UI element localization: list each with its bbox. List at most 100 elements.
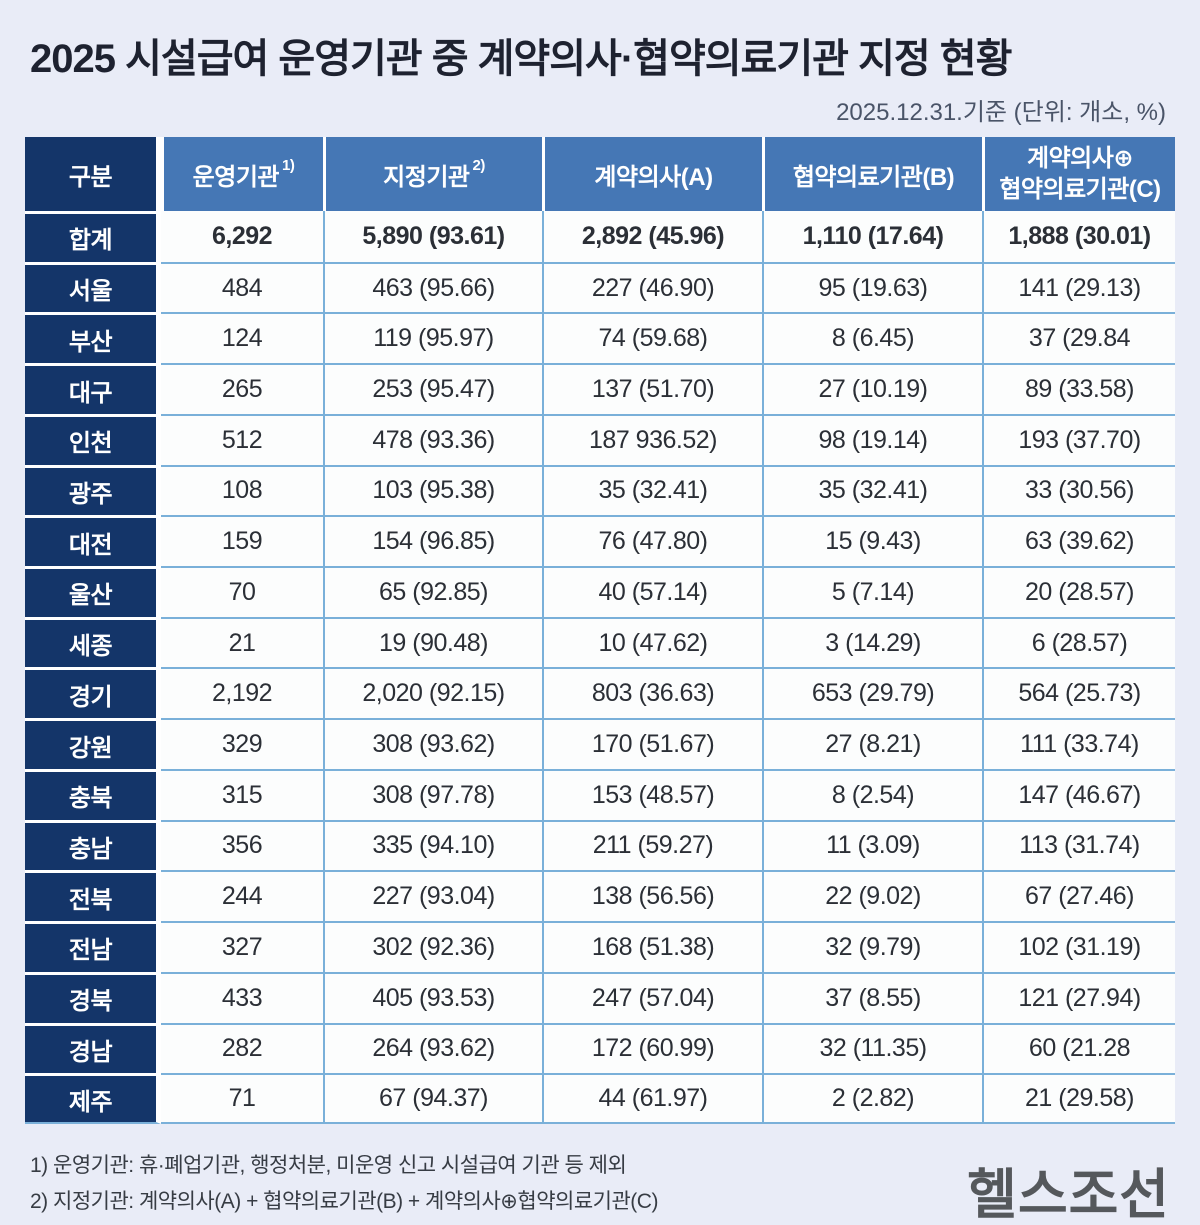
footnote-marker-1: 1) — [281, 156, 295, 174]
data-cell: 1,110 (17.64) — [762, 211, 982, 262]
data-cell: 60 (21.28 — [982, 1022, 1175, 1074]
data-cell: 6 (28.57) — [982, 616, 1175, 668]
data-cell: 103 (95.38) — [323, 464, 542, 516]
row-header-region: 충남 — [25, 819, 161, 871]
data-cell: 2,192 — [161, 667, 323, 719]
row-header-region: 경기 — [25, 667, 161, 719]
footnote-1: 1) 운영기관: 휴·폐업기관, 행정처분, 미운영 신고 시설급여 기관 등 … — [30, 1154, 627, 1177]
health-chosun-logo: 헬스조선 — [967, 1165, 1170, 1225]
two-line-header: 계약의사⊕ 협약의료기관(C) — [999, 143, 1161, 205]
data-cell: 5 (7.14) — [762, 566, 982, 617]
header-label: 운영기관 — [192, 163, 280, 191]
data-cell: 22 (9.02) — [762, 870, 982, 922]
data-cell: 33 (30.56) — [982, 464, 1175, 516]
data-cell: 1,888 (30.01) — [982, 211, 1175, 262]
data-cell: 10 (47.62) — [542, 616, 762, 668]
as-of-and-unit-caption: 2025.12.31.기준 (단위: 개소, %) — [836, 99, 1166, 126]
data-cell: 98 (19.14) — [762, 413, 982, 465]
data-cell: 193 (37.70) — [982, 413, 1175, 465]
data-cell: 76 (47.80) — [542, 515, 762, 567]
data-cell: 11 (3.09) — [762, 819, 982, 871]
row-header-region: 경남 — [25, 1022, 161, 1074]
data-cell: 21 — [161, 616, 323, 668]
data-cell: 803 (36.63) — [542, 667, 762, 719]
data-cell: 187 936.52) — [542, 413, 762, 465]
data-cell: 405 (93.53) — [323, 971, 542, 1023]
data-cell: 168 (51.38) — [542, 921, 762, 972]
data-cell: 32 (11.35) — [762, 1022, 982, 1074]
data-cell: 327 — [161, 921, 323, 972]
footnotes: 1) 운영기관: 휴·폐업기관, 행정처분, 미운영 신고 시설급여 기관 등 … — [30, 1148, 658, 1220]
data-cell: 40 (57.14) — [542, 566, 762, 617]
data-cell: 70 — [161, 566, 323, 617]
data-cell: 138 (56.56) — [542, 870, 762, 922]
data-cell: 247 (57.04) — [542, 971, 762, 1023]
data-cell: 19 (90.48) — [323, 616, 542, 668]
data-cell: 141 (29.13) — [982, 261, 1175, 313]
data-cell: 21 (29.58) — [982, 1073, 1175, 1124]
data-cell: 74 (59.68) — [542, 312, 762, 364]
data-cell: 119 (95.97) — [323, 312, 542, 364]
data-cell: 159 — [161, 515, 323, 567]
data-cell: 211 (59.27) — [542, 819, 762, 871]
data-cell: 308 (97.78) — [323, 768, 542, 820]
data-cell: 95 (19.63) — [762, 261, 982, 313]
data-cell: 170 (51.67) — [542, 718, 762, 769]
data-cell: 172 (60.99) — [542, 1022, 762, 1074]
data-cell: 6,292 — [161, 211, 323, 262]
data-cell: 227 (46.90) — [542, 261, 762, 313]
header-cell-contract-plus-agreement: 계약의사⊕ 협약의료기관(C) — [982, 137, 1175, 211]
data-cell: 484 — [161, 261, 323, 313]
data-cell: 32 (9.79) — [762, 921, 982, 972]
header-cell-agreement-medical-org: 협약의료기관(B) — [762, 137, 982, 211]
data-cell: 244 — [161, 870, 323, 922]
data-cell: 512 — [161, 413, 323, 465]
header-label: 협약의료기관(B) — [792, 163, 955, 191]
data-cell: 308 (93.62) — [323, 718, 542, 769]
header-cell-operating-institutions: 운영기관 1) — [161, 137, 323, 211]
data-cell: 35 (32.41) — [542, 464, 762, 516]
data-cell: 315 — [161, 768, 323, 820]
data-cell: 20 (28.57) — [982, 566, 1175, 617]
data-cell: 463 (95.66) — [323, 261, 542, 313]
data-cell: 154 (96.85) — [323, 515, 542, 567]
row-header-region: 광주 — [25, 464, 161, 516]
data-cell: 44 (61.97) — [542, 1073, 762, 1124]
data-cell: 71 — [161, 1073, 323, 1124]
row-header-region: 충북 — [25, 768, 161, 820]
row-header-region: 대구 — [25, 363, 161, 414]
data-cell: 8 (6.45) — [762, 312, 982, 364]
data-cell: 137 (51.70) — [542, 363, 762, 414]
data-cell: 37 (29.84 — [982, 312, 1175, 364]
data-cell: 253 (95.47) — [323, 363, 542, 414]
header-cell-designated-institutions: 지정기관 2) — [323, 137, 542, 211]
data-cell: 15 (9.43) — [762, 515, 982, 567]
data-cell: 111 (33.74) — [982, 718, 1175, 769]
statistics-table: 구분 운영기관 1) 지정기관 2) 계약의사(A) 협약의료기관(B) 계약의사⊕… — [25, 137, 1175, 1124]
header-label: 지정기관 — [383, 163, 470, 191]
data-cell: 302 (92.36) — [323, 921, 542, 972]
data-cell: 147 (46.67) — [982, 768, 1175, 820]
row-header-region: 울산 — [25, 566, 161, 617]
data-cell: 5,890 (93.61) — [323, 211, 542, 262]
header-cell-contract-doctor: 계약의사(A) — [542, 137, 762, 211]
data-cell: 35 (32.41) — [762, 464, 982, 516]
row-header-region: 제주 — [25, 1073, 161, 1124]
data-cell: 564 (25.73) — [982, 667, 1175, 719]
data-cell: 27 (8.21) — [762, 718, 982, 769]
data-cell: 329 — [161, 718, 323, 769]
row-header-total: 합계 — [25, 211, 161, 262]
data-cell: 89 (33.58) — [982, 363, 1175, 414]
data-cell: 37 (8.55) — [762, 971, 982, 1023]
data-cell: 356 — [161, 819, 323, 871]
data-cell: 3 (14.29) — [762, 616, 982, 668]
row-header-region: 세종 — [25, 616, 161, 668]
data-cell: 264 (93.62) — [323, 1022, 542, 1074]
data-cell: 102 (31.19) — [982, 921, 1175, 972]
data-cell: 653 (29.79) — [762, 667, 982, 719]
data-cell: 8 (2.54) — [762, 768, 982, 820]
data-cell: 124 — [161, 312, 323, 364]
data-cell: 121 (27.94) — [982, 971, 1175, 1023]
row-header-region: 경북 — [25, 971, 161, 1023]
